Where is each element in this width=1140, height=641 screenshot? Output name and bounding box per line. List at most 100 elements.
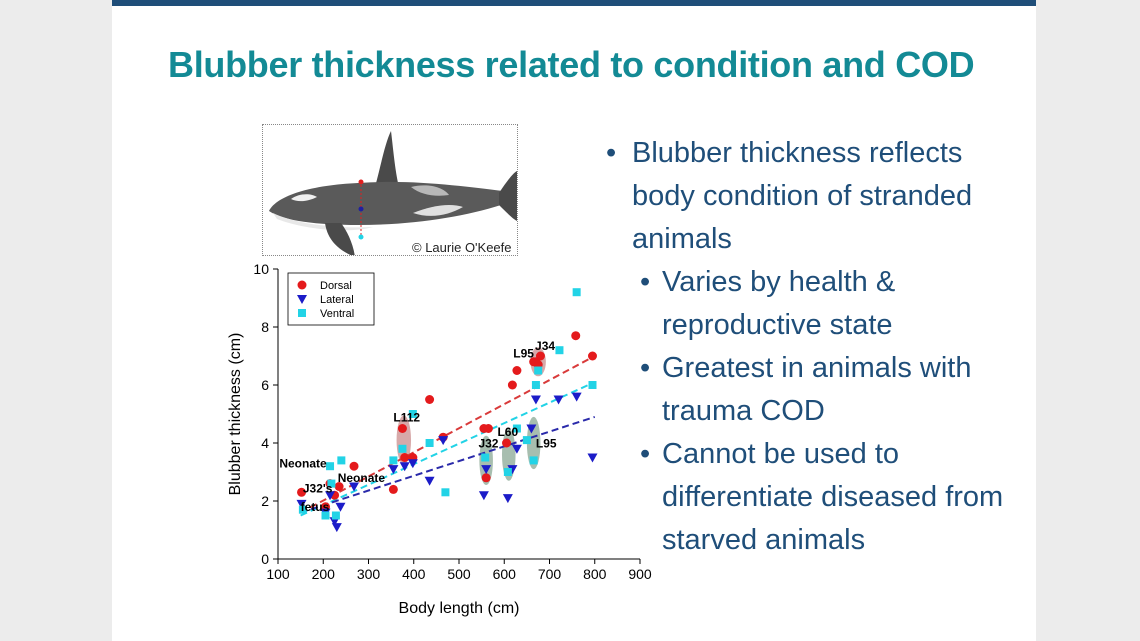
point-ventral (398, 444, 407, 453)
y-tick-label: 10 (253, 261, 269, 277)
point-lateral (511, 444, 522, 454)
point-lateral (571, 392, 582, 402)
point-dorsal (483, 424, 493, 433)
trendline-ventral (300, 381, 596, 517)
point-ventral (572, 288, 581, 297)
point-ventral (408, 410, 417, 418)
bullet-dot-icon: • (606, 137, 617, 169)
point-ventral (321, 511, 330, 520)
bullet-item: • Cannot be used to differentiate disease… (604, 433, 1024, 562)
bullet-text: Greatest in animals with trauma COD (662, 352, 972, 427)
legend-label-dorsal: Dorsal (320, 280, 352, 292)
point-lateral (507, 465, 518, 475)
annotation-label: L60 (497, 425, 518, 439)
x-tick-label: 600 (493, 566, 517, 582)
bullet-dot-icon: • (640, 352, 651, 384)
point-dorsal (349, 461, 359, 471)
point-dorsal (502, 438, 512, 448)
slide: Blubber thickness related to condition a… (112, 0, 1036, 641)
x-tick-label: 900 (628, 566, 652, 582)
point-ventral (531, 381, 540, 389)
point-lateral (388, 465, 399, 475)
point-lateral (407, 459, 418, 469)
trendline-dorsal (300, 355, 596, 514)
blubber-scatter-chart: 100 200 300 400 500 600 700 800 900 0 2 4 6 8 10 Body l… (227, 261, 652, 617)
bullet-text: Blubber thickness reflects body conditio… (632, 137, 973, 255)
annotation-label: L112 (393, 410, 420, 424)
point-ventral (534, 366, 543, 375)
bullet-list: • Blubber thickness reflects body conditi… (604, 132, 1024, 562)
y-tick-label: 0 (261, 551, 269, 567)
bullet-text: Varies by health & reproductive state (662, 266, 896, 341)
y-tick-label: 6 (261, 377, 269, 393)
bullet-item: • Blubber thickness reflects body conditi… (604, 132, 1024, 261)
point-ventral (337, 456, 346, 465)
point-ventral (555, 346, 564, 355)
point-lateral (526, 424, 537, 434)
image-credit: © Laurie O'Keefe (412, 240, 512, 255)
point-ventral (441, 488, 450, 497)
point-ventral (512, 424, 521, 433)
orca-icon (269, 131, 517, 257)
x-tick-label: 300 (357, 566, 381, 582)
point-ventral (298, 505, 307, 514)
top-bar (112, 0, 1036, 6)
point-dorsal (334, 482, 344, 491)
x-tick-label: 400 (402, 566, 426, 582)
bullet-text: Cannot be used to differentiate diseased… (662, 438, 1004, 556)
point-lateral (502, 494, 513, 504)
point-lateral (481, 465, 492, 475)
point-lateral (331, 523, 342, 533)
point-dorsal (571, 331, 581, 341)
trendline-lateral (300, 415, 596, 514)
x-tick-label: 100 (266, 566, 290, 582)
point-ventral (503, 468, 512, 476)
annotation-label: Neonate (338, 471, 386, 485)
point-lateral (335, 502, 346, 512)
legend-label-lateral: Lateral (320, 294, 354, 306)
annotation-label: fetus (301, 500, 330, 514)
x-tick-label: 200 (312, 566, 336, 582)
x-tick-label: 800 (583, 566, 607, 582)
point-lateral (530, 395, 541, 405)
point-lateral (478, 491, 489, 501)
point-dorsal (388, 484, 398, 494)
point-lateral (399, 462, 410, 472)
legend-marker-ventral (298, 309, 306, 317)
annotation-label: L95 (513, 346, 534, 360)
bullet-dot-icon: • (640, 266, 651, 298)
point-lateral (587, 453, 598, 463)
x-axis-label: Body length (cm) (399, 600, 520, 617)
point-dorsal (512, 366, 522, 375)
point-lateral (296, 499, 307, 509)
point-lateral (438, 436, 449, 446)
point-ventral (588, 381, 597, 389)
slide-title: Blubber thickness related to condition a… (168, 44, 975, 85)
point-lateral (325, 491, 336, 501)
point-lateral (349, 482, 360, 492)
legend-label-ventral: Ventral (320, 308, 354, 320)
x-tick-label: 500 (447, 566, 471, 582)
point-ventral (331, 511, 340, 520)
bullet-item: • Greatest in animals with trauma COD (604, 347, 1024, 433)
y-tick-label: 8 (261, 319, 269, 335)
legend-marker-dorsal (297, 280, 307, 290)
point-ventral (326, 462, 335, 471)
whale-illustration (262, 124, 518, 257)
point-ventral (529, 456, 538, 465)
point-dorsal (425, 395, 435, 404)
point-ventral (522, 436, 531, 445)
point-ventral (425, 439, 434, 447)
point-dorsal (481, 473, 491, 483)
bullet-dot-icon: • (640, 438, 651, 470)
bullet-item: • Varies by health & reproductive state (604, 261, 1024, 347)
point-ventral (481, 453, 490, 462)
y-tick-label: 2 (261, 493, 269, 509)
point-ventral (327, 479, 336, 488)
annotation-label: J32 (478, 436, 498, 450)
x-tick-label: 700 (538, 566, 562, 582)
point-dorsal (397, 424, 407, 433)
legend-marker-lateral (297, 295, 307, 304)
annotation-label: J32's (303, 481, 333, 495)
point-dorsal (297, 487, 307, 497)
